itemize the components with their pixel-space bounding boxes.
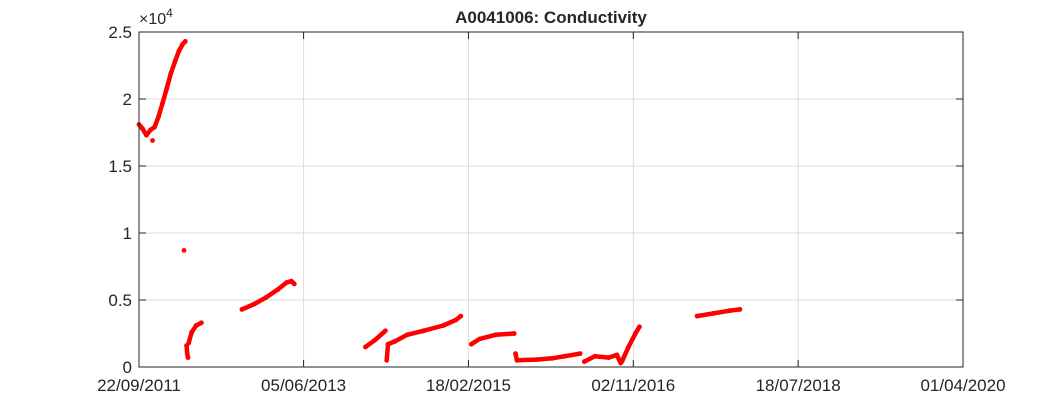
data-point (184, 351, 190, 356)
data-trace (513, 351, 583, 363)
data-point (592, 353, 598, 359)
data-point (633, 331, 638, 336)
data-point (619, 359, 625, 364)
data-point (514, 357, 520, 363)
chart-title: A0041006: Conductivity (455, 8, 647, 27)
data-trace (384, 313, 464, 363)
data-point (577, 351, 583, 356)
data-point (421, 328, 426, 334)
plot-area-frame (138, 31, 964, 368)
data-point (561, 353, 567, 359)
data-point (150, 138, 155, 143)
data-point (440, 323, 446, 328)
gridlines (138, 31, 964, 368)
data-point (148, 127, 154, 133)
data-point (363, 344, 368, 350)
x-tick-label: 18/02/2015 (426, 376, 511, 395)
data-point (737, 307, 743, 312)
data-point (626, 344, 631, 350)
y-tick-label: 1 (123, 224, 132, 243)
data-point (453, 317, 459, 323)
data-point (372, 337, 378, 343)
data-point (606, 355, 612, 360)
data-point (168, 71, 174, 76)
data-point (263, 294, 269, 300)
data-point (172, 59, 178, 64)
axis-ticks: 22/09/2011 05/06/2013 18/02/2015 02/11/2016… (97, 23, 1005, 395)
x-tick-label: 22/09/2011 (97, 376, 181, 395)
data-point (549, 355, 555, 361)
data-point (160, 100, 166, 106)
data-point (291, 281, 297, 287)
data-point (164, 85, 170, 91)
y-tick-label: 2 (123, 90, 132, 109)
data-point (404, 332, 410, 338)
data-point (186, 340, 192, 346)
y-exponent-base: ×10 (139, 11, 166, 28)
data-point (252, 301, 257, 307)
data-point (392, 339, 397, 344)
data-point (239, 307, 245, 312)
data-point (513, 351, 518, 356)
data-point (182, 39, 188, 44)
data-point (458, 313, 464, 319)
data-trace (694, 307, 743, 319)
data-point (189, 329, 195, 335)
data-point (727, 308, 732, 314)
data-point (477, 336, 482, 342)
data-trace (136, 39, 188, 138)
x-tick-label: 02/11/2016 (591, 376, 675, 395)
data-point (637, 324, 642, 330)
data-point (185, 355, 191, 360)
data-point (385, 341, 391, 347)
data-point (493, 332, 499, 338)
data-point (511, 331, 517, 336)
data-point (144, 132, 149, 138)
data-point (383, 328, 388, 334)
data-point (181, 248, 187, 253)
x-tick-label: 01/04/2020 (920, 376, 1005, 395)
data-point (140, 126, 145, 131)
x-tick-label: 05/06/2013 (261, 376, 346, 395)
y-axis-exponent: ×104 (139, 6, 173, 28)
data-point (156, 114, 162, 119)
data-points (136, 39, 743, 366)
data-point (581, 359, 587, 364)
y-tick-label: 1.5 (108, 157, 132, 176)
data-trace (619, 324, 642, 364)
data-point (711, 311, 716, 316)
data-point (533, 357, 539, 362)
data-point (176, 48, 182, 54)
x-tick-label: 18/07/2018 (756, 376, 841, 395)
data-point (284, 280, 289, 285)
data-point (469, 341, 474, 347)
data-trace (469, 331, 517, 347)
data-point (152, 124, 158, 130)
data-point (694, 313, 700, 319)
data-trace (239, 278, 297, 312)
data-point (384, 357, 390, 363)
y-tick-label: 0 (123, 358, 132, 377)
data-point (193, 323, 199, 328)
data-trace (186, 320, 204, 346)
data-point (614, 352, 620, 358)
data-point (275, 286, 281, 292)
y-tick-label: 0.5 (108, 291, 132, 310)
y-tick-label: 2.5 (108, 23, 132, 42)
data-point (199, 320, 204, 326)
y-exponent-power: 4 (166, 6, 173, 20)
